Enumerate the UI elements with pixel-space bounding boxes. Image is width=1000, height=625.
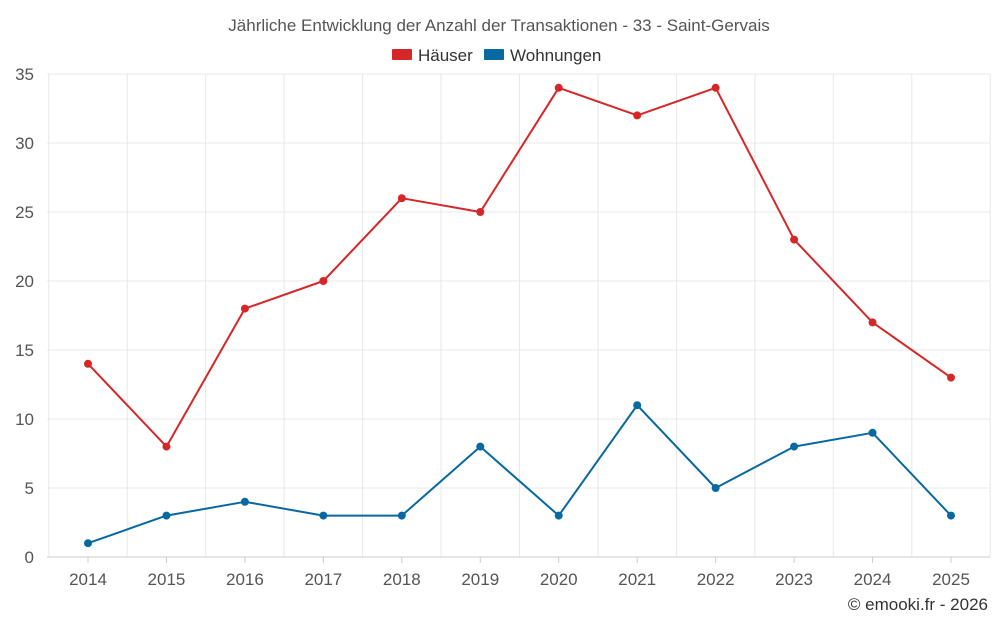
x-tick-label: 2014 — [69, 570, 107, 589]
legend-swatch-wohnungen — [484, 49, 504, 60]
y-tick-label: 15 — [15, 341, 34, 360]
series-hauser — [84, 83, 955, 451]
data-point-hauser[interactable] — [947, 373, 955, 382]
series-line-wohnungen[interactable] — [87, 404, 952, 545]
data-point-hauser[interactable] — [711, 83, 720, 92]
data-point-hauser[interactable] — [554, 83, 563, 92]
data-point-hauser[interactable] — [476, 208, 485, 216]
x-tick-label: 2020 — [540, 570, 578, 589]
data-point-hauser[interactable] — [790, 235, 799, 244]
data-point-wohnungen[interactable] — [554, 511, 563, 520]
data-point-wohnungen[interactable] — [633, 401, 642, 410]
x-tick-label: 2019 — [461, 570, 499, 589]
data-point-wohnungen[interactable] — [476, 442, 485, 451]
data-point-wohnungen[interactable] — [162, 511, 171, 520]
x-tick-label: 2016 — [226, 570, 264, 589]
data-point-wohnungen[interactable] — [790, 442, 799, 451]
data-point-hauser[interactable] — [84, 359, 92, 368]
legend-item-wohnungen[interactable]: Wohnungen — [484, 46, 601, 65]
legend-label-hauser: Häuser — [418, 46, 473, 65]
data-point-wohnungen[interactable] — [947, 511, 955, 520]
legend-swatch-hauser — [392, 49, 412, 60]
x-tick-label: 2025 — [932, 570, 970, 589]
chart-title: Jährliche Entwicklung der Anzahl der Tra… — [228, 16, 769, 35]
y-tick-label: 0 — [25, 548, 34, 567]
series-group — [84, 83, 955, 548]
series-wohnungen — [84, 401, 955, 548]
y-tick-label: 30 — [15, 134, 34, 153]
data-point-wohnungen[interactable] — [397, 511, 406, 520]
data-point-wohnungen[interactable] — [84, 539, 92, 548]
data-point-hauser[interactable] — [162, 442, 171, 451]
y-tick-label: 5 — [25, 479, 34, 498]
legend-label-wohnungen: Wohnungen — [510, 46, 601, 65]
x-tick-label: 2017 — [304, 570, 342, 589]
credit-text: © emooki.fr - 2026 — [848, 595, 988, 614]
y-tick-label: 25 — [15, 203, 34, 222]
x-tick-label: 2022 — [697, 570, 735, 589]
grid — [47, 73, 991, 557]
x-tick-label: 2024 — [854, 570, 892, 589]
legend: Häuser Wohnungen — [392, 46, 601, 65]
series-line-hauser[interactable] — [87, 86, 952, 448]
data-point-wohnungen[interactable] — [868, 428, 877, 437]
y-tick-label: 35 — [15, 65, 34, 84]
legend-item-hauser[interactable]: Häuser — [392, 46, 473, 65]
data-point-wohnungen[interactable] — [240, 497, 249, 506]
y-tick-label: 10 — [15, 410, 34, 429]
x-tick-label: 2023 — [775, 570, 813, 589]
data-point-hauser[interactable] — [319, 277, 328, 285]
y-tick-label: 20 — [15, 272, 34, 291]
data-point-hauser[interactable] — [633, 111, 642, 120]
x-tick-label: 2018 — [383, 570, 421, 589]
data-point-hauser[interactable] — [868, 318, 877, 327]
data-point-wohnungen[interactable] — [319, 511, 328, 520]
data-point-hauser[interactable] — [240, 304, 249, 313]
x-tick-label: 2015 — [148, 570, 186, 589]
x-tick-label: 2021 — [618, 570, 656, 589]
data-point-wohnungen[interactable] — [711, 484, 720, 492]
data-point-hauser[interactable] — [397, 194, 406, 203]
